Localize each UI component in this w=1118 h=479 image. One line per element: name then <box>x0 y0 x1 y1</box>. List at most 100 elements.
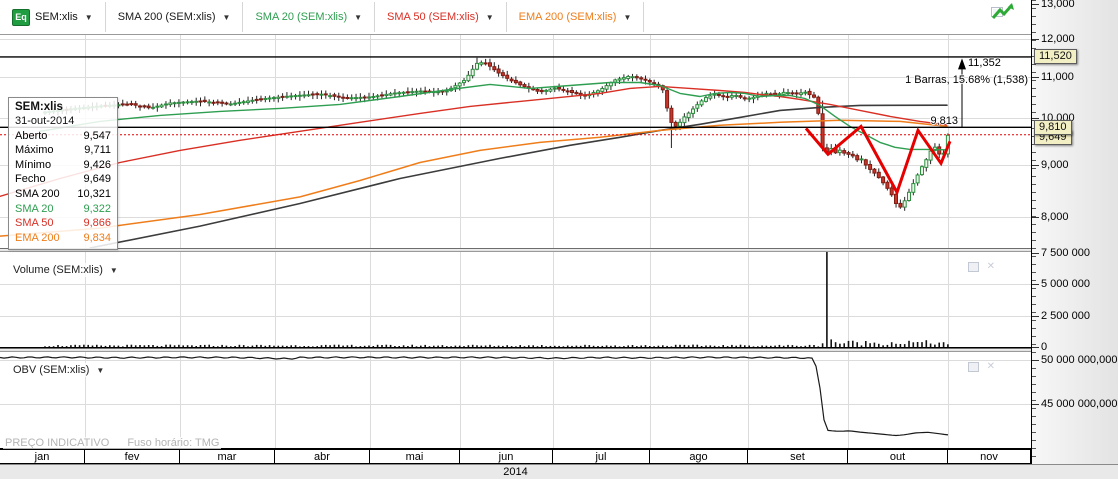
obv-indicator-menu[interactable]: OBV (SEM:xlis) ▼ <box>10 363 108 377</box>
indicator-label: SMA 20 (SEM:xlis) <box>255 11 348 23</box>
tooltip-row-value: 9,866 <box>83 217 111 230</box>
tooltip-row: Aberto 9,547 <box>15 129 111 144</box>
month-label-out: out <box>848 450 948 463</box>
obv-panel: OBV (SEM:xlis) ▼ ✕ OBV (SEM:xlis) OBV41 … <box>0 352 1031 449</box>
toolbar-separator <box>242 2 244 32</box>
month-label-jun: jun <box>460 450 553 463</box>
tooltip-row: Fecho 9,649 <box>15 172 111 187</box>
equity-type-icon: Eq <box>12 8 30 26</box>
price-chart-canvas[interactable] <box>0 0 1031 248</box>
indicator-label: EMA 200 (SEM:xlis) <box>518 11 617 23</box>
price-panel: Eq SEM:xlis ▼ SMA 200 (SEM:xlis) ▼ SMA 20 … <box>0 0 1031 251</box>
tooltip-row-label: Aberto <box>15 129 48 142</box>
timezone-label: Fuso horário: TMG <box>127 437 220 449</box>
tooltip-row-label: EMA 200 <box>15 231 60 244</box>
month-label-nov: nov <box>948 450 1031 463</box>
chevron-down-icon: ▼ <box>485 12 494 22</box>
restore-panel-icon[interactable] <box>967 362 979 372</box>
panel-splitter[interactable] <box>0 348 1118 352</box>
year-label: 2014 <box>503 466 528 478</box>
hline-value-label: 9,813 <box>930 115 958 127</box>
indicator-label: SMA 200 (SEM:xlis) <box>117 11 216 23</box>
price-data-tooltip: SEM:xlis 31-out-2014 Aberto 9,547 Máximo 9,… <box>8 97 118 251</box>
month-label-jan: jan <box>0 450 85 463</box>
toolbar-indicator-sma-2[interactable]: SMA 50 (SEM:xlis) ▼ <box>375 5 506 29</box>
axis-tick-label: 5 000 000 <box>1032 278 1090 290</box>
indicator-label: SMA 50 (SEM:xlis) <box>387 11 479 23</box>
year-axis: 2014 <box>0 464 1118 479</box>
close-panel-icon[interactable]: ✕ <box>986 261 995 272</box>
tooltip-row-label: Fecho <box>15 173 46 186</box>
tooltip-row-label: SMA 200 <box>15 187 60 200</box>
chevron-down-icon: ▼ <box>222 12 231 22</box>
toolbar-separator <box>643 2 645 32</box>
tooltip-row-value: 9,322 <box>83 202 111 215</box>
tooltip-row-value: 9,834 <box>83 231 111 244</box>
month-label-abr: abr <box>275 450 370 463</box>
tooltip-row: SMA 50 9,866 <box>15 216 111 231</box>
tooltip-row-label: Mínimo <box>15 158 52 171</box>
month-label-fev: fev <box>85 450 180 463</box>
tooltip-row: SMA 20 9,322 <box>15 202 111 217</box>
chevron-down-icon: ▼ <box>109 265 118 275</box>
axis-tick-label: 2 500 000 <box>1032 310 1090 322</box>
disclaimer-bar: PREÇO INDICATIVO Fuso horário: TMG <box>3 437 222 449</box>
instrument-selector[interactable]: Eq SEM:xlis ▼ <box>0 5 105 29</box>
price-tag: 11,520 <box>1034 49 1077 64</box>
axis-tick-label: 13,000 <box>1032 0 1075 10</box>
tooltip-row-value: 10,321 <box>77 187 111 200</box>
chevron-down-icon: ▼ <box>84 12 93 22</box>
tooltip-row-label: Máximo <box>15 144 54 157</box>
axis-tick-label: 12,000 <box>1032 33 1075 45</box>
toolbar-indicator-ema-3[interactable]: EMA 200 (SEM:xlis) ▼ <box>507 5 644 29</box>
instrument-label: SEM:xlis <box>35 11 78 23</box>
volume-indicator-menu[interactable]: Volume (SEM:xlis) ▼ <box>10 263 121 277</box>
toolbar-separator <box>104 2 106 32</box>
toolbar-indicator-sma-1[interactable]: SMA 20 (SEM:xlis) ▼ <box>243 5 374 29</box>
price-tag: 9,810 <box>1034 120 1072 135</box>
axis-tick-label: 45 000 000,000 <box>1031 398 1118 410</box>
date-axis[interactable]: jan fev mar abr mai jun jul ago set out nov <box>0 449 1031 464</box>
month-label-mai: mai <box>370 450 460 463</box>
toolbar-separator <box>505 2 507 32</box>
volume-panel: Volume (SEM:xlis) ▼ ✕ Volume (SEM:xlis) … <box>0 252 1031 348</box>
chevron-down-icon: ▼ <box>96 365 105 375</box>
tooltip-row-label: SMA 50 <box>15 217 54 230</box>
volume-chart-canvas[interactable] <box>0 252 1031 348</box>
restore-panel-icon[interactable] <box>967 262 979 272</box>
axis-tick-label: 50 000 000,000 <box>1031 354 1118 366</box>
obv-chart-canvas[interactable] <box>0 352 1031 449</box>
month-label-jul: jul <box>553 450 650 463</box>
month-label-set: set <box>748 450 848 463</box>
tooltip-row-value: 9,547 <box>83 129 111 142</box>
chevron-down-icon: ▼ <box>623 12 632 22</box>
toolbar-separator <box>374 2 376 32</box>
obv-header-label: OBV (SEM:xlis) <box>13 364 90 376</box>
trend-tool-icon[interactable] <box>991 3 1015 21</box>
axis-tick-label: 7 500 000 <box>1032 247 1090 259</box>
tooltip-row: Mínimo 9,426 <box>15 158 111 173</box>
tooltip-row: SMA 200 10,321 <box>15 187 111 202</box>
price-axis[interactable]: 13,000 12,000 11,000 10,000 9,000 8,000 7 500 … <box>1031 0 1118 464</box>
axis-tick-label: 8,000 <box>1032 211 1069 223</box>
axis-tick-label: 11,000 <box>1032 71 1074 83</box>
month-label-ago: ago <box>650 450 748 463</box>
measure-target-label: 11,352 <box>968 57 1001 69</box>
month-label-mar: mar <box>180 450 275 463</box>
tooltip-date: 31-out-2014 <box>15 115 75 127</box>
axis-minor-ticks <box>1032 0 1036 464</box>
chevron-down-icon: ▼ <box>354 12 363 22</box>
axis-tick-label: 9,000 <box>1032 159 1069 171</box>
panel-splitter[interactable] <box>0 248 1118 252</box>
tooltip-row-value: 9,649 <box>83 173 111 186</box>
measure-note-label: 1 Barras, 15.68% (1,538) <box>905 74 1028 86</box>
tooltip-row: EMA 200 9,834 <box>15 231 111 246</box>
toolbar-indicator-sma-0[interactable]: SMA 200 (SEM:xlis) ▼ <box>106 5 243 29</box>
volume-header-label: Volume (SEM:xlis) <box>13 264 103 276</box>
indicative-price-label: PREÇO INDICATIVO <box>5 437 110 449</box>
chart-toolbar: Eq SEM:xlis ▼ SMA 200 (SEM:xlis) ▼ SMA 20 … <box>0 0 1031 35</box>
tooltip-symbol: SEM:xlis <box>15 101 63 113</box>
close-panel-icon[interactable]: ✕ <box>986 361 995 372</box>
tooltip-row-value: 9,711 <box>84 144 111 157</box>
